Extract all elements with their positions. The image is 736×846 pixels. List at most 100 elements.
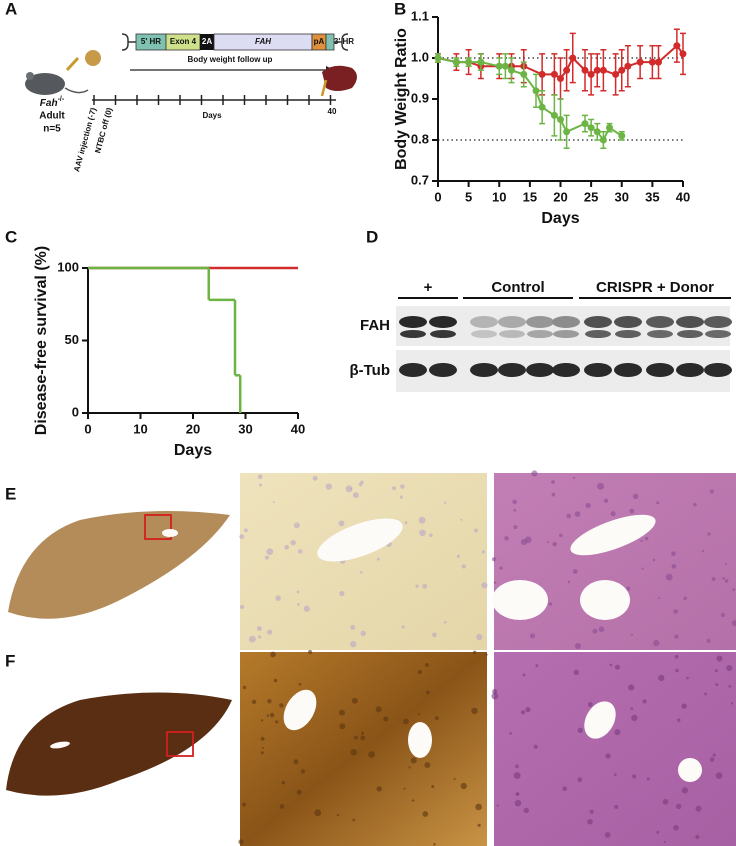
vessel	[317, 518, 403, 562]
texture	[425, 662, 429, 667]
texture	[492, 688, 498, 695]
data-point	[655, 58, 662, 66]
texture	[293, 522, 300, 529]
blot-band	[614, 316, 642, 328]
texture	[273, 678, 278, 683]
data-point	[581, 120, 589, 128]
food-icon	[85, 50, 101, 66]
y-axis-title: Disease-free survival (%)	[33, 246, 50, 435]
texture	[238, 839, 244, 845]
texture	[260, 736, 265, 741]
texture	[695, 805, 702, 812]
x-tick-label: 25	[584, 189, 598, 204]
blot-band	[526, 363, 554, 377]
texture	[257, 474, 263, 480]
mouse-stage: Adult	[39, 111, 65, 122]
y-tick-label: 50	[65, 332, 79, 347]
texture	[614, 729, 621, 736]
construct-segment	[325, 33, 335, 51]
texture	[551, 480, 555, 484]
blot-band	[429, 363, 457, 377]
texture	[627, 684, 635, 691]
blot-band	[677, 330, 703, 338]
ihc-image	[240, 473, 487, 650]
texture	[339, 590, 345, 597]
texture	[453, 777, 456, 780]
group-label: +	[424, 279, 433, 296]
data-point	[599, 136, 607, 144]
x-axis-title: Days	[174, 442, 212, 459]
texture	[368, 751, 375, 758]
texture	[646, 777, 650, 781]
texture	[242, 685, 247, 690]
texture	[656, 830, 660, 834]
blot-band	[553, 330, 579, 338]
texture	[401, 625, 405, 629]
texture	[630, 633, 634, 636]
texture	[350, 748, 357, 756]
texture	[671, 564, 677, 569]
texture	[477, 823, 481, 827]
texture	[383, 716, 389, 722]
texture	[443, 620, 447, 624]
blot-band	[552, 363, 580, 377]
texture	[592, 628, 598, 634]
texture	[350, 640, 357, 648]
texture	[686, 676, 689, 680]
texture	[307, 649, 313, 655]
data-point	[563, 66, 571, 74]
x-tick-label: 15	[523, 189, 537, 204]
texture	[605, 753, 611, 759]
texture	[392, 486, 397, 491]
blot-band	[399, 316, 427, 328]
texture	[677, 718, 681, 722]
texture	[523, 807, 530, 814]
x-tick-label: 0	[434, 189, 441, 204]
texture	[577, 777, 583, 783]
texture	[433, 843, 436, 846]
texture	[456, 554, 460, 558]
texture	[531, 470, 538, 477]
texture	[471, 707, 478, 715]
texture	[376, 786, 382, 792]
texture	[514, 799, 522, 807]
texture	[701, 549, 705, 553]
texture	[573, 669, 579, 676]
data-point	[550, 70, 558, 78]
panel-label: F	[5, 651, 15, 670]
data-point	[618, 132, 626, 140]
timeline-end: 40	[328, 107, 337, 116]
blot-band	[584, 363, 612, 377]
texture	[460, 782, 467, 790]
texture	[266, 714, 270, 717]
texture	[676, 803, 682, 810]
texture	[360, 735, 366, 741]
texture	[444, 501, 447, 504]
texture	[270, 651, 276, 658]
texture	[533, 744, 538, 749]
texture	[626, 586, 631, 591]
group-label: CRISPR + Donor	[596, 279, 714, 296]
texture	[272, 501, 275, 504]
texture	[403, 718, 409, 725]
texture	[662, 798, 669, 805]
blot-band	[470, 316, 498, 328]
texture	[709, 489, 714, 494]
texture	[411, 799, 415, 802]
texture	[267, 629, 273, 635]
blot-band	[527, 330, 553, 338]
texture	[512, 499, 517, 505]
texture	[353, 735, 358, 740]
texture	[614, 664, 621, 670]
data-point	[532, 87, 540, 95]
texture	[491, 692, 499, 700]
texture	[656, 501, 660, 505]
texture	[683, 596, 687, 600]
texture	[345, 485, 353, 493]
vessel	[408, 722, 432, 758]
texture	[422, 811, 429, 817]
texture	[720, 613, 725, 618]
blot-band	[470, 363, 498, 377]
texture	[630, 707, 634, 711]
mouse-icon	[26, 72, 34, 80]
